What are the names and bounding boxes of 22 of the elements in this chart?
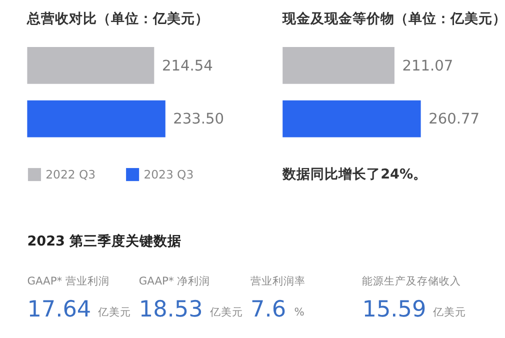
data-label: 7.6 [250, 296, 286, 322]
category-label: 营业利润率 [250, 274, 306, 288]
text: % [294, 305, 304, 318]
text: 2023 第三季度关键数据 [27, 232, 182, 250]
data-label: 260.77 [428, 110, 480, 128]
legend-label: 2022 Q3 [46, 167, 96, 182]
data-label: 211.07 [402, 57, 454, 74]
chart-title: 现金及现金等价物（单位：亿美元） [282, 10, 505, 28]
category-label: GAAP* 净利润 [138, 274, 210, 288]
data-label: 17.64 [27, 296, 92, 322]
data-label: 18.53 [138, 296, 203, 322]
data-label: 214.54 [162, 57, 213, 74]
chart-title: 总营收对比（单位：亿美元） [26, 10, 210, 28]
text: 亿美元 [98, 305, 132, 318]
text: 数据同比增长了24%。 [282, 166, 428, 183]
data-label: 15.59 [362, 296, 426, 322]
text: 亿美元 [210, 305, 243, 318]
data-label: 233.50 [173, 110, 224, 128]
category-label: GAAP* 营业利润 [27, 274, 110, 288]
category-label: 能源生产及存储收入 [362, 274, 462, 288]
legend-label: 2023 Q3 [144, 167, 194, 182]
text: 亿美元 [433, 305, 466, 318]
